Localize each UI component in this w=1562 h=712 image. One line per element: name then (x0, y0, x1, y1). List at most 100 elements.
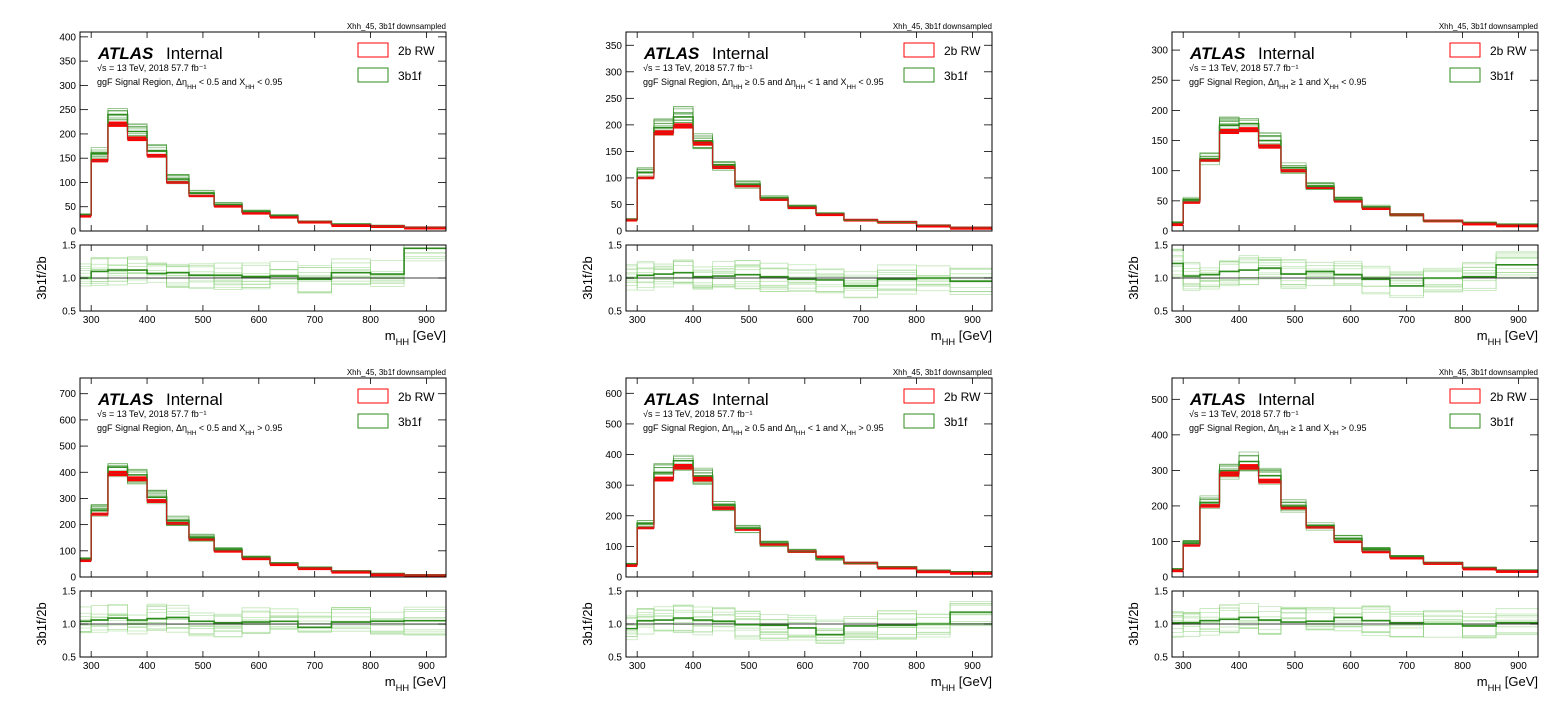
bar-ref (1496, 570, 1538, 573)
x-tick-label: 400 (685, 661, 702, 672)
x-tick-label: 900 (1510, 661, 1527, 672)
ratio-y-tick-label: 1.5 (62, 241, 76, 252)
ratio-y-tick-label: 0.5 (1154, 653, 1168, 664)
ratio-y-tick-label: 1.0 (62, 620, 76, 631)
legend-swatch-target (357, 413, 389, 429)
y-tick-label: 500 (605, 419, 622, 430)
bar-ref (1462, 567, 1497, 571)
ratio-y-tick-label: 0.5 (62, 307, 76, 318)
x-tick-label: 900 (964, 315, 981, 326)
variant-line (626, 463, 992, 572)
bar-ref (331, 571, 371, 574)
region-label: ggF Signal Region, ΔηHH ≥ 0.5 and ΔηHH <… (643, 77, 884, 91)
y-tick-label: 200 (605, 511, 622, 522)
variant-line (1172, 469, 1538, 572)
panel-4: Xhh_45, 3b1f downsampled 0 100 200 300 400 500… (0, 346, 520, 693)
energy-label: √s = 13 TeV, 2018 57.7 fb⁻¹ (643, 63, 753, 73)
y-tick-label: 600 (59, 415, 76, 426)
region-label: ggF Signal Region, ΔηHH < 0.5 and XHH < … (97, 77, 282, 91)
series-line-2b (1172, 129, 1538, 226)
ratio-variant-line (80, 244, 446, 294)
variant-line (1172, 124, 1538, 225)
bar-ref (1361, 550, 1390, 554)
y-tick-label: 50 (1157, 196, 1169, 207)
ratio-variant-line (626, 259, 992, 292)
x-tick-label: 700 (852, 315, 869, 326)
ratio-plot (626, 259, 992, 299)
variant-line (1172, 465, 1538, 571)
variant-line (626, 113, 992, 228)
x-tick-label: 300 (629, 315, 646, 326)
legend-label-target: 3b1f (1490, 415, 1514, 429)
atlas-status: Internal (1258, 44, 1315, 63)
energy-label: √s = 13 TeV, 2018 57.7 fb⁻¹ (97, 63, 207, 73)
ratio-y-axis-label: 3b1f/2b (1126, 256, 1141, 299)
y-tick-label: 300 (1151, 466, 1168, 477)
variant-line (626, 454, 992, 573)
y-tick-label: 300 (59, 494, 76, 505)
variant-line (1172, 118, 1538, 225)
y-tick-label: 100 (605, 173, 622, 184)
ratio-y-tick-label: 1.0 (608, 620, 622, 631)
variant-line (626, 123, 992, 228)
ratio-y-tick-label: 1.5 (1154, 241, 1168, 252)
y-tick-label: 0 (616, 227, 622, 238)
y-tick-label: 400 (1151, 430, 1168, 441)
x-tick-label: 800 (362, 661, 379, 672)
legend-swatch-target (1449, 413, 1481, 429)
variant-line (626, 119, 992, 228)
bar-ref (815, 213, 844, 217)
bar-ref (1361, 207, 1390, 211)
variant-line (1172, 464, 1538, 571)
bar-ref (626, 564, 638, 567)
corner-note: Xhh_45, 3b1f downsampled (347, 22, 446, 31)
ratio-variant-line (80, 244, 446, 294)
ratio-variant-line (80, 604, 446, 634)
y-tick-label: 0 (616, 573, 622, 584)
bar-ref (331, 224, 371, 228)
legend-swatch-ref (1449, 42, 1481, 58)
variant-line (1172, 464, 1538, 571)
variant-line (626, 464, 992, 573)
y-tick-label: 200 (59, 520, 76, 531)
variant-line (626, 458, 992, 573)
legend-label-ref: 2b RW (1490, 390, 1527, 404)
x-tick-label: 500 (195, 315, 212, 326)
x-tick-label: 500 (1287, 661, 1304, 672)
bar-ref (370, 573, 405, 577)
ratio-variant-line (1172, 605, 1538, 636)
legend-label-target: 3b1f (398, 69, 422, 83)
y-tick-label: 200 (59, 129, 76, 140)
y-tick-label: 400 (59, 32, 76, 43)
ratio-line (80, 247, 446, 281)
main-plot (1172, 451, 1538, 573)
legend-label-target: 3b1f (944, 69, 968, 83)
x-tick-label: 800 (908, 661, 925, 672)
bar-ref (1462, 222, 1497, 226)
ratio-line (626, 611, 992, 636)
atlas-label: ATLAS (1189, 390, 1246, 409)
x-tick-label: 800 (1454, 315, 1471, 326)
atlas-status: Internal (166, 390, 223, 409)
panel-svg: Xhh_45, 3b1f downsampled 0 100 200 300 400 500… (34, 368, 447, 693)
y-tick-label: 300 (605, 67, 622, 78)
x-tick-label: 500 (741, 661, 758, 672)
variant-line (626, 460, 992, 572)
variant-line (1172, 120, 1538, 225)
x-tick-label: 800 (1454, 661, 1471, 672)
x-tick-label: 300 (629, 661, 646, 672)
y-tick-label: 0 (70, 227, 76, 238)
energy-label: √s = 13 TeV, 2018 57.7 fb⁻¹ (97, 409, 207, 419)
atlas-label: ATLAS (1189, 44, 1246, 63)
ratio-line (1172, 616, 1538, 627)
x-tick-label: 700 (306, 315, 323, 326)
main-frame (1171, 31, 1539, 232)
y-tick-label: 350 (605, 41, 622, 52)
ratio-plot (80, 244, 446, 294)
variant-line (626, 120, 992, 228)
legend-swatch-target (1449, 67, 1481, 83)
panel-6: Xhh_45, 3b1f downsampled 0 100 200 300 400 500… (1092, 346, 1562, 693)
panel-1: Xhh_45, 3b1f downsampled 0 50 100 150 200 250 3… (0, 0, 520, 347)
y-tick-label: 100 (1151, 166, 1168, 177)
